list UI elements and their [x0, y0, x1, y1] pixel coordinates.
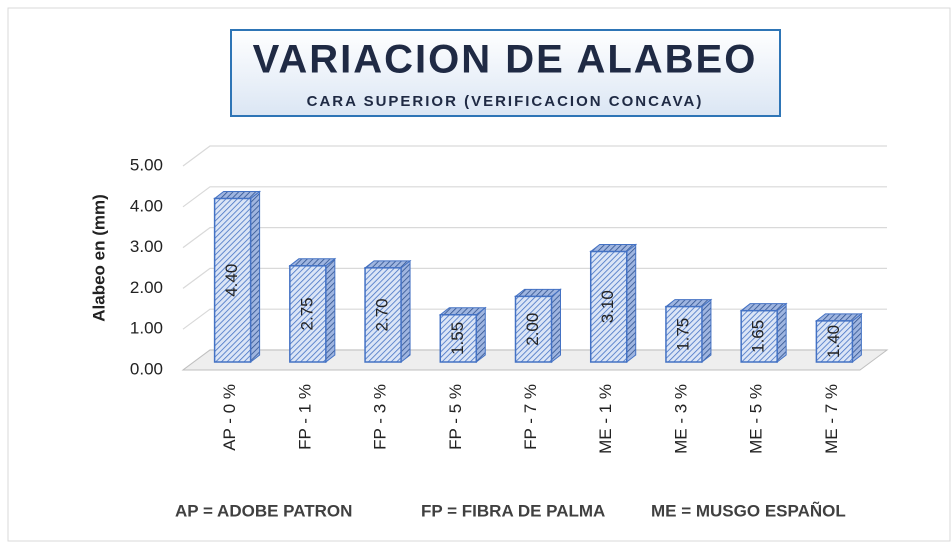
x-tick-label: FP - 1 % — [295, 384, 314, 450]
y-tick-label: 2.00 — [130, 278, 163, 297]
legend-note: ME = MUSGO ESPAÑOL — [651, 500, 846, 520]
chart-subtitle: CARA SUPERIOR (VERIFICACION CONCAVA) — [307, 93, 704, 110]
x-tick-label: FP - 3 % — [371, 384, 390, 450]
bar — [289, 265, 327, 363]
value-label: 2.00 — [523, 313, 542, 346]
value-label: 2.70 — [373, 298, 392, 331]
x-tick-label: FP - 5 % — [446, 384, 465, 450]
legend-note: AP = ADOBE PATRON — [175, 501, 352, 520]
value-label: 1.65 — [749, 320, 768, 353]
bar — [740, 309, 778, 363]
x-tick-label: ME - 7 % — [822, 384, 841, 454]
grid-line — [182, 145, 887, 167]
value-label: 2.75 — [297, 297, 316, 330]
y-tick-label: 5.00 — [130, 155, 163, 174]
bar-side — [626, 243, 637, 364]
bar — [439, 314, 478, 363]
bar-side — [551, 288, 561, 364]
y-tick-label: 0.00 — [130, 359, 163, 378]
bar-side — [851, 312, 862, 364]
bar — [815, 320, 854, 363]
bar — [514, 295, 553, 363]
bar — [589, 250, 628, 363]
grid-line — [182, 308, 887, 330]
title-box — [230, 29, 781, 117]
x-tick-label: ME - 3 % — [671, 384, 690, 454]
x-tick-label: FP - 7 % — [521, 384, 540, 450]
bar-side — [250, 190, 261, 364]
bar-side — [701, 298, 712, 364]
bar — [665, 305, 703, 363]
value-label: 3.10 — [598, 290, 617, 323]
bar-side — [776, 302, 787, 364]
y-tick-label: 4.00 — [130, 196, 163, 215]
y-axis-label: Alabeo en (mm) — [89, 194, 108, 322]
bar — [364, 267, 402, 363]
chart-title: VARIACION DE ALABEO — [253, 38, 758, 82]
x-tick-label: ME - 1 % — [596, 384, 615, 454]
grid-line — [182, 186, 887, 208]
bar-side — [400, 259, 411, 364]
value-label: 1.40 — [824, 325, 843, 358]
bar-side — [325, 257, 336, 364]
value-label: 4.40 — [222, 264, 241, 297]
y-tick-label: 3.00 — [130, 237, 163, 256]
value-label: 1.55 — [448, 322, 467, 355]
legend-note: FP = FIBRA DE PALMA — [421, 501, 605, 520]
bar-side — [475, 306, 486, 364]
y-tick-label: 1.00 — [130, 319, 163, 338]
value-label: 1.75 — [673, 318, 692, 351]
bar — [213, 197, 252, 363]
x-tick-label: ME - 5 % — [747, 384, 766, 454]
grid-line — [182, 267, 887, 289]
grid-line — [182, 227, 887, 249]
x-tick-label: AP - 0 % — [220, 384, 239, 451]
